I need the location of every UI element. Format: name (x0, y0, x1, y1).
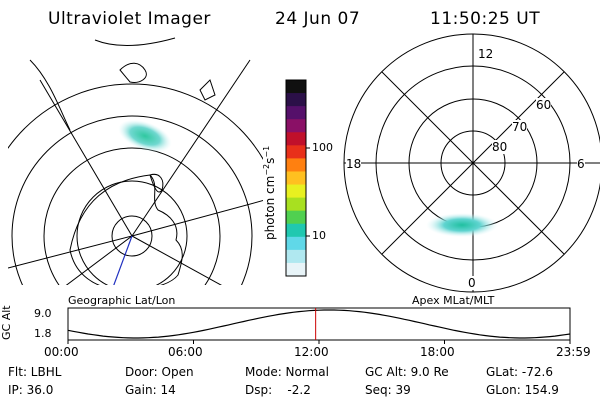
mlt-label-0: 0 (468, 276, 476, 290)
altitude-xtick-2359: 23:59 (556, 345, 591, 359)
coastline (199, 79, 216, 101)
colorbar-stripe (286, 93, 306, 107)
status-glon: GLon: 154.9 (486, 383, 559, 397)
coastline (29, 59, 71, 131)
lat-circle (43, 147, 221, 285)
colorbar-stripe (286, 223, 306, 238)
altitude-ylabel: GC Alt (0, 305, 13, 340)
colorbar-stripe (286, 119, 306, 133)
colorbar-stripe (286, 158, 306, 172)
lat-label-70: 70 (512, 120, 528, 134)
colorbar-stripe (286, 171, 306, 186)
status-filter: Flt: LBHL (8, 365, 62, 379)
status-gc-alt: GC Alt: 9.0 Re (365, 365, 449, 379)
colorbar-stripe (286, 106, 306, 120)
coastline (69, 174, 183, 285)
lat-label-80: 80 (492, 140, 508, 154)
meridian (65, 235, 133, 285)
colorbar-stripe (286, 262, 306, 277)
status-gain: Gain: 14 (125, 383, 176, 397)
altitude-ytick-high: 9.0 (34, 307, 52, 320)
status-ip: IP: 36.0 (8, 383, 54, 397)
mlt-label-6: 6 (577, 157, 585, 171)
coastline (149, 173, 164, 193)
orbit-track (113, 235, 133, 285)
mlt-label-12: 12 (478, 47, 494, 61)
lat-label-60: 60 (536, 98, 552, 112)
mlt-spoke (381, 71, 565, 255)
colorbar-tick-10: 10 (312, 229, 326, 242)
colorbar-stripe (286, 80, 306, 94)
altitude-xtick-1800: 18:00 (420, 345, 455, 359)
colorbar-stripe (286, 145, 306, 159)
colorbar-stripe (286, 132, 306, 146)
colorbar-stripe (286, 184, 306, 199)
coastline (119, 62, 147, 83)
aurora-polar (426, 213, 498, 237)
coastline (94, 37, 176, 47)
altitude-curve (67, 309, 571, 339)
status-dsp: Dsp: -2.2 (245, 383, 311, 397)
lat-circle (111, 215, 153, 257)
meridian (131, 59, 251, 237)
left-panel-caption: Geographic Lat/Lon (68, 294, 176, 307)
altitude-xtick-1200: 12:00 (294, 345, 329, 359)
altitude-xtick-0000: 00:00 (44, 345, 79, 359)
date-label: 24 Jun 07 (275, 9, 361, 29)
altitude-xtick-0600: 06:00 (168, 345, 203, 359)
colorbar-tick-100: 100 (312, 141, 333, 154)
meridian (39, 79, 133, 237)
instrument-title: Ultraviolet Imager (48, 9, 211, 29)
status-mode: Mode: Normal (245, 365, 329, 379)
right-panel-caption: Apex MLat/MLT (412, 294, 495, 307)
colorbar-stripe (286, 197, 306, 212)
lat-circle (8, 83, 263, 160)
colorbar-stripe (286, 210, 306, 225)
colorbar-stripe (286, 236, 306, 251)
status-door: Door: Open (125, 365, 194, 379)
lat-circle (76, 180, 188, 285)
time-label: 11:50:25 UT (430, 9, 541, 29)
status-glat: GLat: -72.6 (486, 365, 553, 379)
meridian (131, 200, 263, 237)
aurora-geographic (118, 119, 172, 153)
colorbar-stripe (286, 249, 306, 264)
mlt-label-18: 18 (346, 157, 362, 171)
status-seq: Seq: 39 (365, 383, 411, 397)
lat-circle (11, 115, 253, 285)
altitude-ytick-low: 1.8 (34, 327, 52, 340)
